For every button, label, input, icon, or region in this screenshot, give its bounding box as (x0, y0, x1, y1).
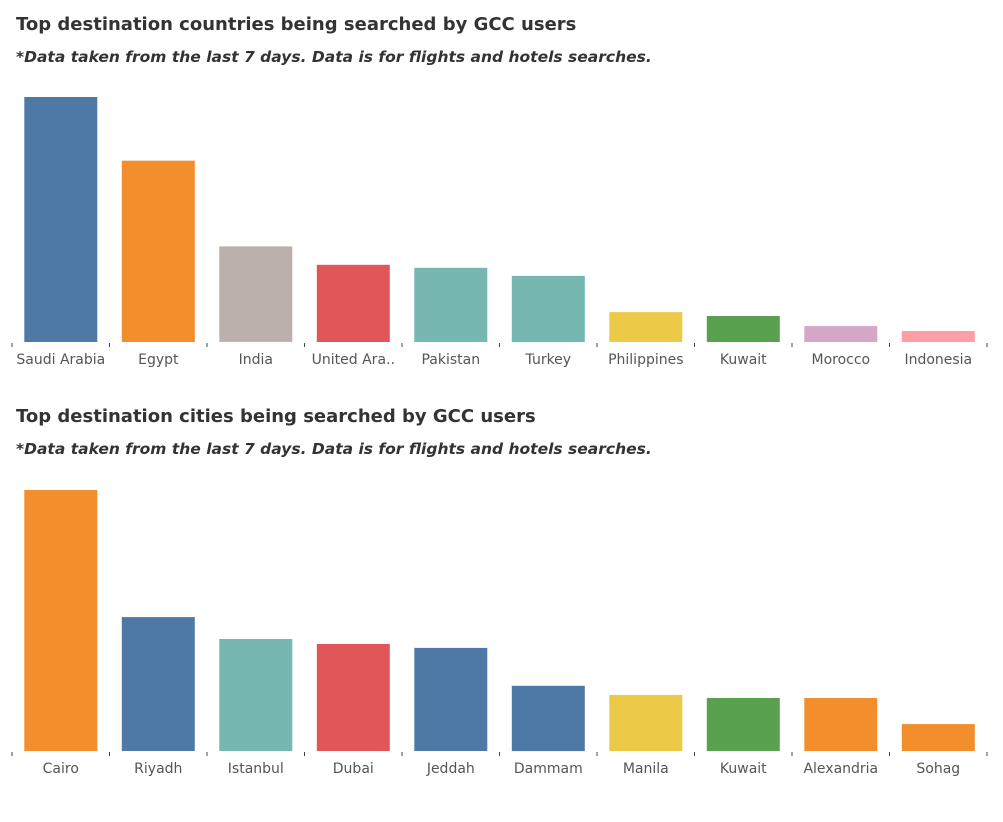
city-tick-label: Jeddah (426, 761, 475, 777)
country-tick-label: Morocco (811, 352, 870, 368)
city-bar-dammam (511, 685, 585, 752)
country-bar-morocco (804, 326, 878, 342)
country-bar-united-ara (316, 264, 390, 342)
country-tick-label: Turkey (525, 352, 572, 368)
cities-bar-chart: Cairo Riyadh Istanbul Dubai Jeddah Dammam Mani… (11, 490, 988, 777)
country-bar-turkey (511, 275, 585, 343)
countries-chart-subtitle: *Data taken from the last 7 days. Data i… (16, 48, 652, 66)
country-tick-label: Kuwait (720, 352, 767, 368)
city-bar-cairo (24, 490, 98, 751)
country-tick-label: Indonesia (904, 352, 972, 368)
city-tick-label: Kuwait (720, 761, 767, 777)
country-tick-label: Egypt (138, 352, 179, 368)
city-bar-manila (609, 694, 683, 751)
country-bar-india (219, 246, 293, 342)
city-bar-sohag (901, 724, 975, 751)
country-tick-label: Philippines (608, 352, 683, 368)
city-tick-label: Manila (623, 761, 669, 777)
city-tick-label: Istanbul (228, 761, 284, 777)
country-tick-label: United Ara.. (312, 352, 395, 368)
cities-chart-title: Top destination cities being searched by… (16, 406, 536, 427)
city-bar-jeddah (414, 647, 488, 751)
city-bar-alexandria (804, 698, 878, 751)
country-bar-egypt (121, 160, 195, 342)
country-tick-label: Pakistan (421, 352, 480, 368)
city-bar-istanbul (219, 639, 293, 751)
city-tick-label: Cairo (43, 761, 79, 777)
city-bar-riyadh (121, 617, 195, 751)
city-tick-label: Dubai (333, 761, 374, 777)
city-tick-label: Alexandria (803, 761, 878, 777)
city-tick-label: Sohag (916, 761, 960, 777)
country-bar-philippines (609, 312, 683, 342)
countries-bar-chart: Saudi Arabia Egypt India United Ara.. Pakist… (11, 97, 988, 368)
countries-chart-title: Top destination countries being searched… (16, 14, 577, 35)
cities-chart-subtitle: *Data taken from the last 7 days. Data i… (16, 440, 652, 458)
city-tick-label: Dammam (514, 761, 583, 777)
country-bar-indonesia (901, 331, 975, 342)
country-bar-kuwait (706, 316, 780, 342)
country-bar-saudi-arabia (24, 97, 98, 342)
city-tick-label: Riyadh (134, 761, 182, 777)
country-tick-label: India (239, 352, 273, 368)
city-bar-dubai (316, 644, 390, 751)
city-bar-kuwait (706, 698, 780, 751)
country-tick-label: Saudi Arabia (16, 352, 105, 368)
country-bar-pakistan (414, 267, 488, 342)
